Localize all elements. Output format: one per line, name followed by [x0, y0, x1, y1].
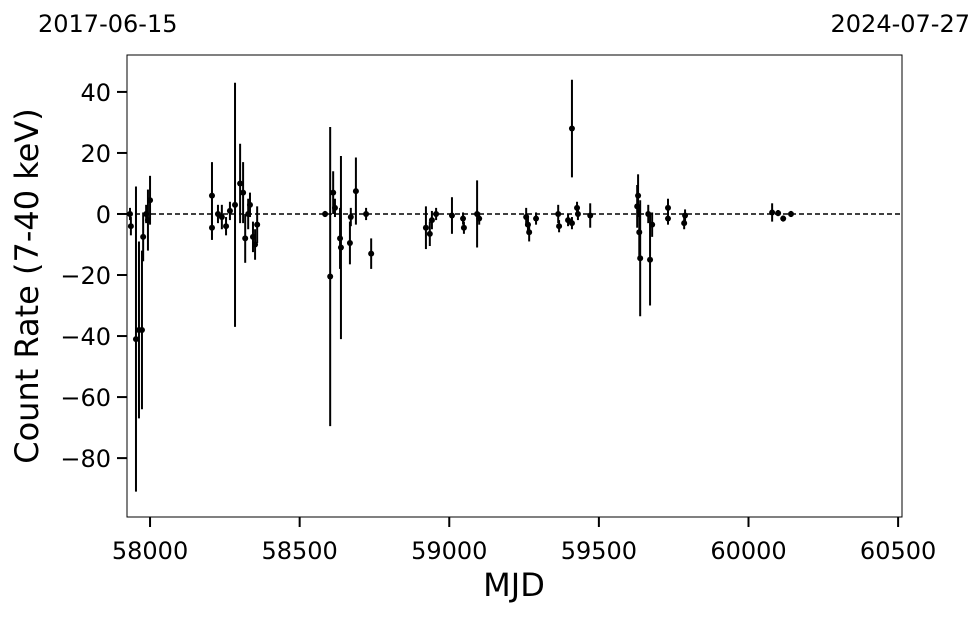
data-point [775, 210, 782, 217]
x-tick-label: 59500 [561, 537, 637, 565]
data-point [138, 326, 145, 333]
data-point [665, 204, 672, 211]
x-tick-label: 59000 [411, 537, 487, 565]
data-point [322, 210, 329, 217]
data-point [526, 229, 533, 236]
data-point [568, 125, 575, 132]
data-point [682, 212, 689, 219]
data-point [555, 210, 562, 217]
data-point [769, 209, 776, 216]
data-point [144, 217, 151, 224]
data-point [426, 230, 433, 237]
data-point [252, 241, 259, 248]
data-point [223, 223, 230, 230]
data-point [352, 188, 359, 195]
data-point [649, 221, 656, 228]
y-tick-label: 40 [80, 79, 111, 107]
data-point [681, 220, 688, 227]
data-point [533, 215, 540, 222]
data-point [665, 215, 672, 222]
data-point [240, 189, 247, 196]
data-point [347, 214, 354, 221]
data-point [140, 233, 147, 240]
y-tick-label: 20 [80, 140, 111, 168]
data-point [330, 189, 337, 196]
data-point [132, 336, 139, 343]
data-point [574, 210, 581, 217]
data-point [242, 235, 249, 242]
data-point [368, 250, 375, 257]
x-axis-label: MJD [483, 566, 545, 604]
y-tick-label: −20 [60, 262, 111, 290]
data-point [218, 214, 225, 221]
data-point [568, 220, 575, 227]
plot-frame [126, 54, 903, 518]
x-tick-label: 60000 [710, 537, 786, 565]
data-point [337, 244, 344, 251]
data-point [647, 256, 654, 263]
y-tick-label: −40 [60, 323, 111, 351]
y-tick-label: 0 [96, 201, 111, 229]
y-tick-label: −80 [60, 445, 111, 473]
data-point [346, 239, 353, 246]
data-point [327, 273, 334, 280]
data-point [363, 210, 370, 217]
data-point [127, 223, 134, 230]
data-point [637, 255, 644, 262]
data-point [126, 210, 133, 217]
data-point [787, 210, 794, 217]
x-tick-label: 58500 [261, 537, 337, 565]
data-point [556, 223, 563, 230]
data-point [780, 215, 787, 222]
data-point [422, 224, 429, 231]
data-point [246, 201, 253, 208]
x-tick-label: 60500 [860, 537, 936, 565]
data-point [460, 224, 467, 231]
data-point [428, 217, 435, 224]
data-point [331, 204, 338, 211]
start-date-label: 2017-06-15 [38, 10, 177, 38]
y-tick-label: −60 [60, 384, 111, 412]
data-point [208, 224, 215, 231]
data-point [433, 210, 440, 217]
x-tick-label: 58000 [112, 537, 188, 565]
data-point [232, 201, 239, 208]
end-date-label: 2024-07-27 [831, 10, 970, 38]
data-point [254, 221, 261, 228]
data-point [226, 207, 233, 214]
y-axis-label: Count Rate (7-40 keV) [8, 108, 46, 463]
data-point [237, 180, 244, 187]
data-point [460, 215, 467, 222]
data-point [635, 192, 642, 199]
data-point [448, 212, 455, 219]
data-point [476, 215, 483, 222]
data-point [208, 192, 215, 199]
data-point [587, 212, 594, 219]
